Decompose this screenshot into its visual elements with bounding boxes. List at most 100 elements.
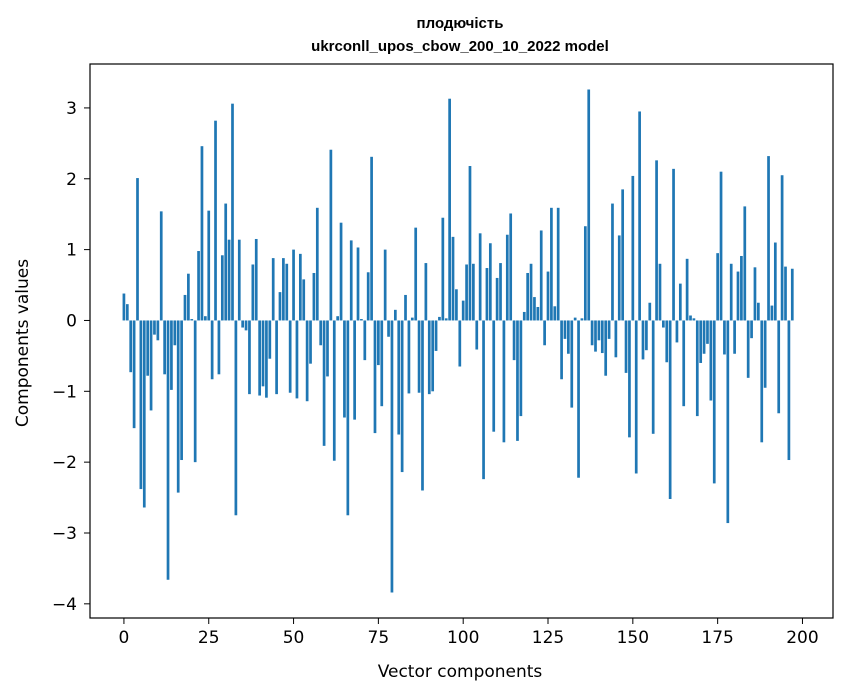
bar-54 <box>305 320 309 402</box>
bar-84 <box>407 320 411 394</box>
plot-frame <box>89 63 834 619</box>
bar-29 <box>220 255 224 321</box>
y-tick-label: 0 <box>66 311 77 331</box>
bar-165 <box>682 320 686 407</box>
bar-127 <box>553 306 557 321</box>
bar-112 <box>502 320 506 443</box>
bar-157 <box>655 160 658 321</box>
y-tick-label: 1 <box>66 241 77 261</box>
bar-41 <box>261 320 265 387</box>
bar-30 <box>224 203 228 321</box>
bar-171 <box>702 320 706 354</box>
y-tick-label: 3 <box>66 99 77 119</box>
bar-38 <box>251 264 255 321</box>
bar-76 <box>380 320 384 407</box>
bar-172 <box>706 320 709 344</box>
bar-46 <box>278 292 282 321</box>
bar-55 <box>309 320 312 364</box>
bar-130 <box>563 320 567 339</box>
bar-116 <box>516 320 519 441</box>
bar-14 <box>170 320 173 390</box>
bar-103 <box>472 263 475 321</box>
bar-10 <box>156 320 160 341</box>
bar-36 <box>244 320 248 331</box>
bar-164 <box>678 283 682 321</box>
bar-158 <box>658 263 662 321</box>
x-tick-label: 75 <box>368 628 390 648</box>
bar-117 <box>519 320 523 417</box>
bar-183 <box>743 206 747 321</box>
bar-44 <box>271 258 275 321</box>
bar-114 <box>509 213 513 321</box>
bar-4 <box>136 178 139 321</box>
bar-141 <box>600 320 604 354</box>
bar-179 <box>729 263 733 321</box>
bar-51 <box>295 320 299 399</box>
bar-150 <box>631 175 635 321</box>
bar-132 <box>570 320 574 408</box>
bar-143 <box>607 320 611 339</box>
bars-group <box>122 89 794 593</box>
bar-170 <box>699 320 703 363</box>
x-tick-label: 125 <box>532 628 564 648</box>
x-tick-label: 25 <box>198 628 220 648</box>
bar-5 <box>139 320 143 490</box>
bar-26 <box>210 320 214 380</box>
bar-102 <box>468 166 472 321</box>
bar-193 <box>777 320 781 414</box>
x-tick-label: 100 <box>447 628 479 648</box>
bar-97 <box>451 236 455 321</box>
bar-146 <box>617 235 621 321</box>
bar-159 <box>662 320 665 328</box>
x-tick-label: 175 <box>701 628 733 648</box>
bar-98 <box>455 289 458 321</box>
bar-109 <box>492 320 496 432</box>
bar-139 <box>594 320 597 352</box>
bar-83 <box>404 294 407 321</box>
bar-88 <box>421 320 424 491</box>
bar-152 <box>638 111 641 321</box>
bar-7 <box>146 320 150 376</box>
bar-70 <box>360 319 363 321</box>
x-tick-label: 50 <box>283 628 305 648</box>
bar-28 <box>217 320 221 375</box>
x-axis-label: Vector components <box>378 662 543 682</box>
bar-31 <box>227 239 231 321</box>
y-tick-label: −3 <box>52 524 77 544</box>
bar-93 <box>438 316 441 321</box>
bar-2 <box>129 320 133 373</box>
bar-182 <box>740 255 743 321</box>
bar-47 <box>282 258 285 321</box>
bar-1 <box>125 304 129 321</box>
bar-113 <box>505 234 509 321</box>
bar-161 <box>668 320 672 499</box>
bar-166 <box>685 258 689 321</box>
bar-144 <box>611 203 614 321</box>
bar-81 <box>397 320 401 435</box>
bar-121 <box>533 297 536 321</box>
bar-40 <box>258 320 261 396</box>
bar-15 <box>173 320 177 346</box>
bar-187 <box>757 302 760 321</box>
bar-87 <box>417 320 421 393</box>
bar-82 <box>400 320 404 473</box>
bar-35 <box>241 320 245 328</box>
chart-title-line1: плодючість <box>417 15 504 32</box>
bar-137 <box>587 89 591 321</box>
bar-105 <box>478 233 482 321</box>
bar-20 <box>190 319 194 321</box>
bar-33 <box>234 320 238 516</box>
bar-21 <box>193 320 197 463</box>
bar-151 <box>634 320 638 474</box>
bar-129 <box>560 320 563 380</box>
bar-147 <box>621 189 625 321</box>
bar-119 <box>526 272 530 321</box>
bar-25 <box>207 210 211 321</box>
bar-65 <box>343 320 346 418</box>
bar-71 <box>363 320 367 361</box>
bar-123 <box>539 230 543 321</box>
bar-45 <box>275 320 278 395</box>
bar-42 <box>265 320 268 398</box>
bar-52 <box>298 253 302 321</box>
bar-133 <box>573 317 577 321</box>
